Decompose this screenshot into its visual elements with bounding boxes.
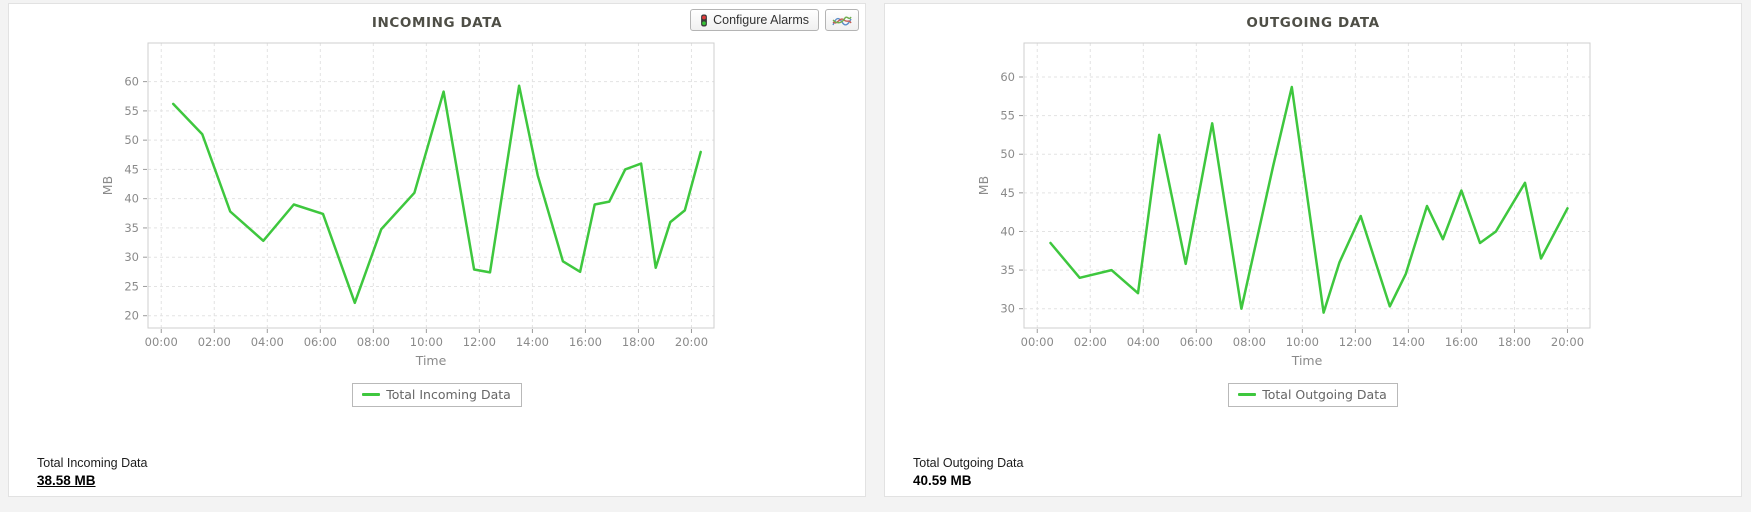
chart-toolbar: Configure Alarms bbox=[690, 9, 859, 31]
svg-text:12:00: 12:00 bbox=[463, 335, 496, 349]
svg-text:00:00: 00:00 bbox=[145, 335, 178, 349]
svg-text:35: 35 bbox=[124, 221, 139, 235]
svg-text:50: 50 bbox=[1000, 147, 1015, 161]
svg-text:02:00: 02:00 bbox=[1074, 335, 1107, 349]
svg-text:10:00: 10:00 bbox=[410, 335, 443, 349]
svg-text:60: 60 bbox=[1000, 70, 1015, 84]
svg-text:60: 60 bbox=[124, 75, 139, 89]
traffic-light-icon bbox=[701, 14, 708, 26]
outgoing-legend-swatch bbox=[1238, 393, 1257, 396]
svg-text:16:00: 16:00 bbox=[569, 335, 602, 349]
outgoing-data-panel: OUTGOING DATA 30 35 40 45 50 55 60 00:00 02:00 04… bbox=[884, 3, 1742, 497]
svg-text:18:00: 18:00 bbox=[1498, 335, 1531, 349]
svg-text:12:00: 12:00 bbox=[1339, 335, 1372, 349]
outgoing-legend: Total Outgoing Data bbox=[1228, 383, 1398, 407]
incoming-legend: Total Incoming Data bbox=[352, 383, 522, 407]
outgoing-summary-value[interactable]: 40.59 MB bbox=[913, 473, 972, 489]
outgoing-chart-title: OUTGOING DATA bbox=[1246, 15, 1380, 31]
svg-text:Time: Time bbox=[1291, 353, 1323, 368]
svg-text:30: 30 bbox=[124, 250, 139, 264]
outgoing-summary: Total Outgoing Data 40.59 MB bbox=[913, 456, 1024, 491]
incoming-chart-plot: 20 25 30 35 40 45 50 55 60 00:00 02:00 04:00 06:00 08… bbox=[100, 42, 715, 368]
svg-text:45: 45 bbox=[1000, 186, 1015, 200]
incoming-legend-swatch bbox=[362, 393, 381, 396]
incoming-summary-label: Total Incoming Data bbox=[37, 455, 148, 470]
svg-text:04:00: 04:00 bbox=[251, 335, 284, 349]
chart-type-button[interactable] bbox=[825, 9, 859, 31]
outgoing-legend-label: Total Outgoing Data bbox=[1262, 387, 1387, 402]
svg-text:04:00: 04:00 bbox=[1127, 335, 1160, 349]
svg-text:06:00: 06:00 bbox=[1180, 335, 1213, 349]
incoming-legend-label: Total Incoming Data bbox=[386, 387, 511, 402]
svg-text:00:00: 00:00 bbox=[1021, 335, 1054, 349]
svg-text:30: 30 bbox=[1000, 302, 1015, 316]
svg-text:MB: MB bbox=[976, 176, 991, 195]
line-chart-icon bbox=[832, 15, 852, 26]
outgoing-legend-row: Total Outgoing Data bbox=[885, 383, 1741, 407]
incoming-legend-row: Total Incoming Data bbox=[9, 383, 865, 407]
svg-text:55: 55 bbox=[1000, 109, 1015, 123]
svg-text:20: 20 bbox=[124, 309, 139, 323]
svg-text:08:00: 08:00 bbox=[357, 335, 390, 349]
svg-text:18:00: 18:00 bbox=[622, 335, 655, 349]
svg-text:50: 50 bbox=[124, 133, 139, 147]
svg-text:MB: MB bbox=[100, 176, 115, 195]
configure-alarms-label: Configure Alarms bbox=[713, 13, 809, 27]
svg-text:14:00: 14:00 bbox=[516, 335, 549, 349]
svg-text:14:00: 14:00 bbox=[1392, 335, 1425, 349]
svg-text:20:00: 20:00 bbox=[675, 335, 708, 349]
svg-text:Time: Time bbox=[415, 353, 447, 368]
outgoing-summary-label: Total Outgoing Data bbox=[913, 455, 1024, 470]
svg-text:08:00: 08:00 bbox=[1233, 335, 1266, 349]
svg-text:06:00: 06:00 bbox=[304, 335, 337, 349]
incoming-chart-title: INCOMING DATA bbox=[371, 15, 503, 31]
svg-text:40: 40 bbox=[1000, 224, 1015, 238]
svg-text:45: 45 bbox=[124, 162, 139, 176]
configure-alarms-button[interactable]: Configure Alarms bbox=[690, 9, 819, 31]
svg-text:40: 40 bbox=[124, 192, 139, 206]
incoming-summary-value[interactable]: 38.58 MB bbox=[37, 473, 96, 489]
svg-text:20:00: 20:00 bbox=[1551, 335, 1584, 349]
svg-text:10:00: 10:00 bbox=[1286, 335, 1319, 349]
svg-text:35: 35 bbox=[1000, 263, 1015, 277]
svg-text:55: 55 bbox=[124, 104, 139, 118]
outgoing-chart-plot: 30 35 40 45 50 55 60 00:00 02:00 04:00 06:00 08:00 1… bbox=[976, 42, 1591, 368]
svg-text:02:00: 02:00 bbox=[198, 335, 231, 349]
incoming-data-panel: Configure Alarms INCOMING DATA 20 25 30 35 4… bbox=[8, 3, 866, 497]
svg-text:16:00: 16:00 bbox=[1445, 335, 1478, 349]
incoming-summary: Total Incoming Data 38.58 MB bbox=[37, 456, 147, 491]
svg-text:25: 25 bbox=[124, 279, 139, 293]
